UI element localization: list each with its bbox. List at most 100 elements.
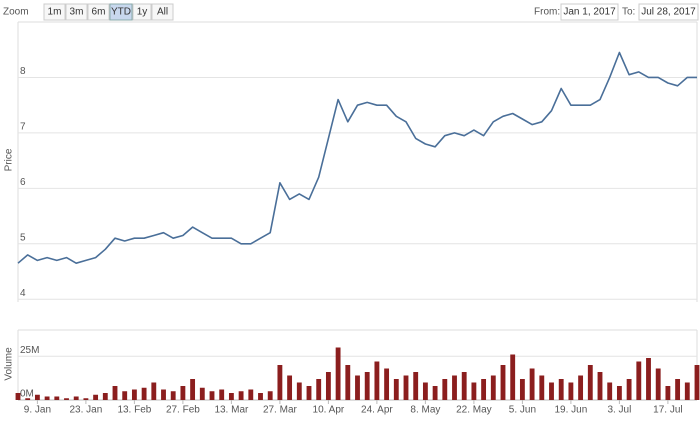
y-tick-label: 6 — [20, 177, 26, 188]
volume-bar — [519, 379, 525, 400]
volume-bar — [403, 375, 409, 400]
zoom-button-bg[interactable] — [65, 3, 88, 21]
x-tick-label: 27. Mar — [263, 405, 298, 416]
zoom-button-bg[interactable] — [43, 3, 66, 21]
volume-bar — [442, 379, 448, 400]
volume-bar — [25, 398, 31, 400]
volume-bar — [587, 365, 593, 400]
volume-bar — [616, 386, 622, 400]
zoom-button[interactable]: All — [151, 3, 174, 21]
volume-bar — [180, 386, 186, 400]
volume-bar — [83, 398, 89, 400]
volume-bar — [219, 389, 225, 400]
volume-bar — [287, 375, 293, 400]
volume-bar — [422, 382, 428, 400]
volume-bar — [364, 372, 370, 400]
x-tick-label: 5. Jun — [509, 405, 536, 416]
volume-bar — [277, 365, 283, 400]
zoom-button-bg[interactable] — [109, 3, 133, 21]
volume-bar — [655, 368, 661, 400]
volume-bar — [170, 391, 176, 400]
volume-bar — [461, 372, 467, 400]
volume-bar — [558, 379, 564, 400]
volume-bar — [481, 379, 487, 400]
volume-bar — [151, 382, 157, 400]
volume-bar — [413, 372, 419, 400]
volume-bar — [490, 375, 496, 400]
x-tick-label: 9. Jan — [24, 405, 51, 416]
y-tick-label: 5 — [20, 232, 26, 243]
x-tick-label: 24. Apr — [361, 405, 393, 416]
volume-bar — [73, 396, 79, 400]
volume-bar — [44, 396, 50, 400]
volume-bar — [209, 391, 215, 400]
y2-tick-label: 0M — [20, 389, 34, 400]
zoom-button-label[interactable]: All — [157, 7, 168, 18]
x-tick-label: 10. Apr — [313, 405, 345, 416]
volume-bar — [374, 361, 380, 400]
volume-bar — [675, 379, 681, 400]
volume-bar — [316, 379, 322, 400]
from-label: From: — [534, 7, 560, 18]
volume-bar — [345, 365, 351, 400]
volume-bar — [238, 391, 244, 400]
volume-bar — [102, 393, 108, 400]
volume-bar — [34, 394, 40, 400]
volume-bar — [578, 375, 584, 400]
volume-bar — [665, 386, 671, 400]
volume-bar — [112, 386, 118, 400]
y-tick-label: 8 — [20, 66, 26, 77]
volume-axis-title: Volume — [4, 347, 15, 381]
volume-bar — [122, 391, 128, 400]
zoom-button-bg[interactable] — [87, 3, 110, 21]
price-line — [17, 51, 697, 264]
zoom-label: Zoom — [3, 7, 29, 18]
volume-bar — [684, 382, 690, 400]
zoom-button-label[interactable]: 1y — [137, 7, 148, 18]
to-input[interactable]: Jul 28, 2017 — [641, 7, 696, 18]
x-tick-label: 27. Feb — [166, 405, 200, 416]
volume-bar — [267, 391, 273, 400]
volume-bar — [384, 368, 390, 400]
volume-bar — [539, 375, 545, 400]
volume-bar — [500, 365, 506, 400]
volume-bar — [529, 368, 535, 400]
from-input[interactable]: Jan 1, 2017 — [563, 7, 616, 18]
zoom-button-label[interactable]: 6m — [92, 7, 106, 18]
volume-bar — [636, 361, 642, 400]
zoom-button-bg[interactable] — [151, 3, 174, 21]
x-tick-label: 13. Feb — [117, 405, 151, 416]
zoom-button-label[interactable]: 1m — [48, 7, 62, 18]
zoom-button[interactable]: 3m — [65, 3, 88, 21]
zoom-button[interactable]: YTD — [109, 3, 133, 21]
volume-bar — [54, 396, 60, 400]
volume-bar — [248, 389, 254, 400]
volume-bar — [568, 382, 574, 400]
volume-bar — [199, 387, 205, 400]
y-tick-label: 7 — [20, 122, 26, 133]
zoom-button-bg[interactable] — [132, 3, 152, 21]
y-tick-label: 4 — [20, 288, 26, 299]
from-input-box[interactable] — [560, 3, 619, 21]
x-tick-label: 22. May — [456, 405, 492, 416]
zoom-button-label[interactable]: YTD — [111, 7, 131, 18]
volume-bar — [452, 375, 457, 400]
zoom-button[interactable]: 1y — [132, 3, 152, 21]
volume-bar — [432, 386, 438, 400]
zoom-button[interactable]: 6m — [87, 3, 110, 21]
volume-bar — [306, 386, 312, 400]
zoom-button-label[interactable]: 3m — [70, 7, 84, 18]
volume-bar — [190, 379, 196, 400]
y2-tick-label: 25M — [20, 345, 39, 356]
x-tick-label: 3. Jul — [607, 405, 631, 416]
volume-bar — [15, 393, 21, 400]
volume-bar — [694, 365, 700, 400]
volume-bar — [325, 372, 331, 400]
volume-bar — [64, 398, 69, 400]
volume-bar — [597, 372, 603, 400]
to-input-box[interactable] — [638, 3, 699, 21]
volume-bar — [549, 382, 554, 400]
volume-bar — [228, 393, 234, 400]
zoom-button[interactable]: 1m — [43, 3, 66, 21]
